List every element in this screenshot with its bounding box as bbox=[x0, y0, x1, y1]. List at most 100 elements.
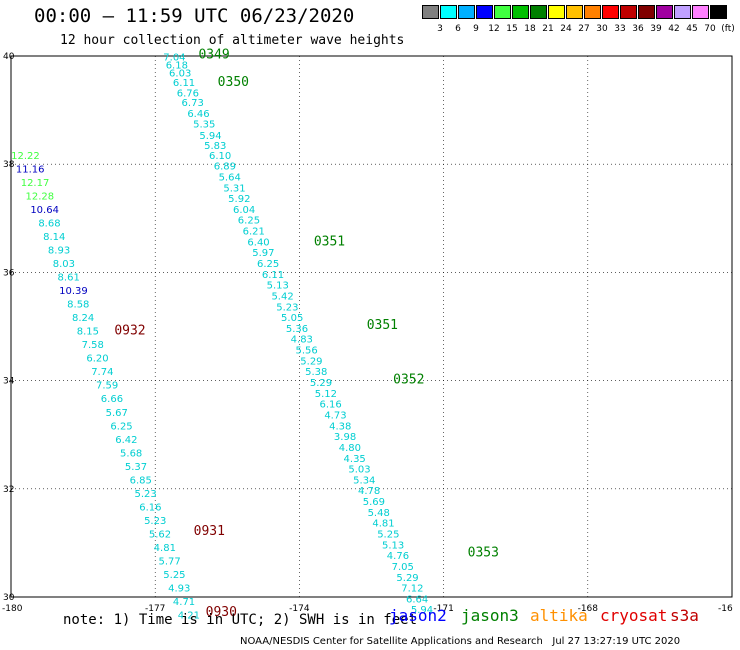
legend-swatch bbox=[566, 5, 583, 19]
legend-swatch bbox=[584, 5, 601, 19]
legend-swatch bbox=[440, 5, 457, 19]
legend-swatch bbox=[458, 5, 475, 19]
latitude-tick-label: 38 bbox=[3, 160, 15, 170]
legend-label: 6 bbox=[455, 24, 461, 34]
wave-height-value: 6.25 bbox=[110, 421, 132, 432]
wave-height-value: 8.93 bbox=[48, 245, 70, 256]
wave-height-value: 7.59 bbox=[96, 381, 118, 392]
satellite-name: jason2 bbox=[389, 606, 447, 625]
wave-height-value: 6.16 bbox=[139, 502, 161, 513]
satellite-name: jason3 bbox=[461, 606, 519, 625]
wave-height-value: 12.22 bbox=[11, 151, 40, 162]
legend-label: 21 bbox=[542, 24, 554, 34]
latitude-tick-label: 40 bbox=[3, 52, 15, 62]
pass-time-label: 0352 bbox=[393, 372, 424, 387]
legend-label: 39 bbox=[650, 24, 662, 34]
wave-height-value: 6.66 bbox=[101, 394, 123, 405]
wave-height-value: 6.46 bbox=[187, 109, 209, 120]
legend-swatch bbox=[674, 5, 691, 19]
wave-height-value: 5.13 bbox=[382, 540, 404, 551]
legend-label: 12 bbox=[488, 24, 500, 34]
wave-height-value: 8.58 bbox=[67, 300, 89, 311]
wave-height-value: 6.25 bbox=[238, 216, 260, 227]
longitude-tick-label: -16 bbox=[718, 604, 733, 614]
longitude-tick-label: -177 bbox=[145, 604, 165, 614]
wave-height-value: 5.25 bbox=[163, 570, 185, 581]
wave-height-value: 6.76 bbox=[177, 89, 199, 100]
wave-height-value: 8.68 bbox=[38, 218, 60, 229]
wave-height-value: 5.05 bbox=[281, 313, 303, 324]
legend-label: 27 bbox=[578, 24, 590, 34]
legend-swatch bbox=[476, 5, 493, 19]
wave-height-value: 4.71 bbox=[173, 597, 195, 608]
wave-height-value: 5.48 bbox=[368, 508, 390, 519]
wave-height-value: 5.35 bbox=[193, 119, 215, 130]
latitude-tick-label: 30 bbox=[3, 593, 15, 603]
wave-height-value: 5.94 bbox=[411, 605, 433, 616]
wave-height-value: 6.18 bbox=[166, 60, 188, 71]
legend-label: 42 bbox=[668, 24, 680, 34]
legend-label: 30 bbox=[596, 24, 608, 34]
wave-height-value: 6.64 bbox=[406, 594, 428, 605]
note-text: note: 1) Time is in UTC; 2) SWH is in fe… bbox=[63, 612, 418, 628]
wave-height-value: 5.77 bbox=[158, 557, 180, 568]
wave-height-value: 4.73 bbox=[324, 410, 346, 421]
wave-height-value: 6.89 bbox=[214, 162, 236, 173]
pass-time-label: 0353 bbox=[468, 545, 499, 560]
wave-height-value: 5.13 bbox=[267, 281, 289, 292]
wave-height-value: 4.35 bbox=[344, 454, 366, 465]
wave-height-value: 8.03 bbox=[53, 259, 75, 270]
pass-time-label: 0351 bbox=[367, 318, 398, 333]
wave-height-value: 5.64 bbox=[219, 172, 241, 183]
wave-height-value: 6.40 bbox=[247, 237, 269, 248]
legend-label: 70 bbox=[704, 24, 716, 34]
satellite-name: s3a bbox=[670, 606, 699, 625]
wave-height-value: 7.58 bbox=[82, 340, 104, 351]
wave-height-value: 5.83 bbox=[204, 141, 226, 152]
wave-height-value: 5.97 bbox=[252, 248, 274, 259]
wave-height-value: 6.04 bbox=[233, 205, 255, 216]
wave-height-value: 6.73 bbox=[182, 98, 204, 109]
latitude-tick-label: 34 bbox=[3, 377, 15, 387]
wave-height-value: 12.28 bbox=[26, 191, 55, 202]
legend-label: 18 bbox=[524, 24, 536, 34]
pass-time-label: 0350 bbox=[218, 75, 249, 90]
wave-height-value: 6.03 bbox=[169, 69, 191, 80]
legend-swatch bbox=[638, 5, 655, 19]
wave-height-value: 7.04 bbox=[163, 52, 185, 63]
wave-height-value: 5.03 bbox=[348, 465, 370, 476]
legend-label: 24 bbox=[560, 24, 572, 34]
wave-height-value: 11.16 bbox=[16, 164, 45, 175]
legend-label: 33 bbox=[614, 24, 626, 34]
wave-height-value: 5.12 bbox=[315, 389, 337, 400]
wave-height-value: 5.23 bbox=[134, 489, 156, 500]
wave-height-value: 4.38 bbox=[329, 421, 351, 432]
wave-height-value: 7.74 bbox=[91, 367, 113, 378]
wave-height-value: 5.31 bbox=[223, 183, 245, 194]
pass-time-label: 0930 bbox=[206, 605, 237, 620]
wave-height-value: 5.23 bbox=[276, 302, 298, 313]
wave-height-value: 7.05 bbox=[392, 562, 414, 573]
wave-height-value: 10.64 bbox=[30, 205, 59, 216]
wave-height-value: 6.42 bbox=[115, 435, 137, 446]
legend-swatch bbox=[512, 5, 529, 19]
legend-label: 9 bbox=[473, 24, 479, 34]
legend-swatch bbox=[602, 5, 619, 19]
wave-height-value: 5.23 bbox=[144, 516, 166, 527]
wave-height-value: 5.94 bbox=[199, 131, 221, 142]
legend-swatch bbox=[422, 5, 439, 19]
wave-height-value: 5.69 bbox=[363, 497, 385, 508]
wave-height-value: 6.21 bbox=[243, 227, 265, 238]
wave-height-value: 5.62 bbox=[149, 529, 171, 540]
wave-height-value: 5.29 bbox=[300, 356, 322, 367]
wave-height-value: 8.15 bbox=[77, 327, 99, 338]
pass-time-label: 0931 bbox=[194, 524, 225, 539]
wave-height-value: 6.10 bbox=[209, 151, 231, 162]
longitude-tick-label: -171 bbox=[433, 604, 453, 614]
wave-height-value: 8.24 bbox=[72, 313, 94, 324]
wave-height-value: 8.14 bbox=[43, 232, 65, 243]
wave-height-value: 6.85 bbox=[130, 475, 152, 486]
satellite-name: altika bbox=[530, 606, 588, 625]
wave-height-value: 7.12 bbox=[401, 584, 423, 595]
